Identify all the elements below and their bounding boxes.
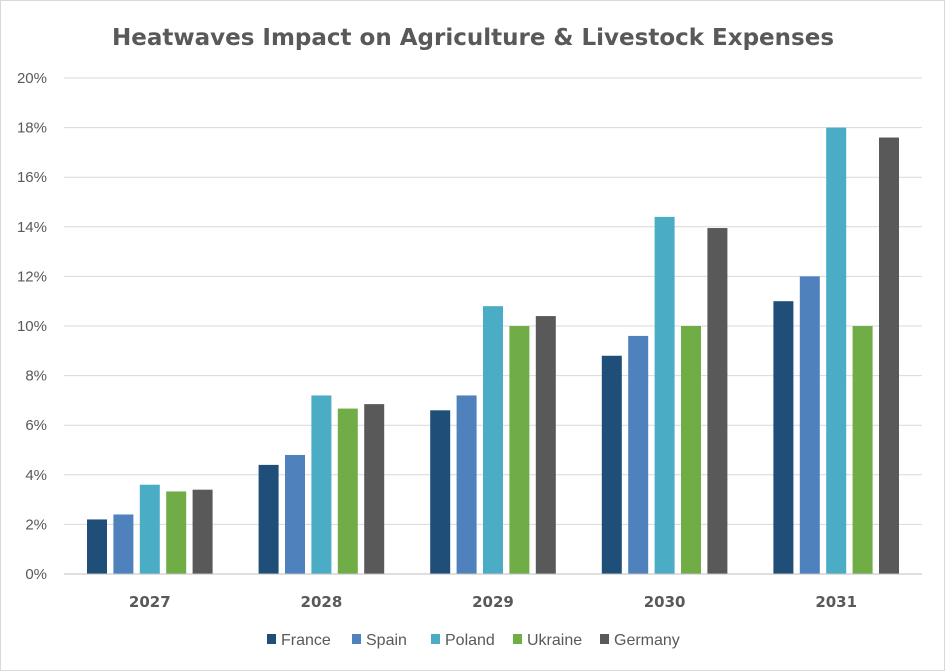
bar-ukraine-2027 bbox=[166, 491, 187, 574]
legend-label-poland: Poland bbox=[445, 632, 495, 649]
y-tick-label: 20% bbox=[17, 70, 47, 87]
y-tick-label: 0% bbox=[25, 566, 47, 583]
legend-label-france: France bbox=[281, 632, 331, 649]
x-tick-label: 2027 bbox=[129, 593, 171, 611]
legend-label-spain: Spain bbox=[366, 632, 407, 649]
bar-spain-2031 bbox=[799, 276, 820, 574]
bar-ukraine-2031 bbox=[852, 326, 873, 574]
y-tick-label: 10% bbox=[17, 318, 47, 335]
bar-poland-2027 bbox=[139, 484, 160, 574]
x-tick-label: 2030 bbox=[644, 593, 686, 611]
chart-title: Heatwaves Impact on Agriculture & Livest… bbox=[112, 25, 834, 51]
bar-poland-2030 bbox=[654, 216, 675, 574]
bar-germany-2027 bbox=[192, 489, 213, 574]
bar-france-2031 bbox=[773, 301, 794, 574]
bar-poland-2028 bbox=[311, 395, 332, 574]
bar-france-2028 bbox=[258, 464, 279, 574]
x-tick-label: 2031 bbox=[815, 593, 857, 611]
x-axis: 2027 2028 2029 2030 2031 bbox=[64, 573, 922, 611]
x-tick-label: 2028 bbox=[301, 593, 343, 611]
bar-ukraine-2030 bbox=[681, 326, 701, 574]
y-axis: 0% 2% 4% 6% 8% 10% 12% 14% 16% 18% 20% bbox=[17, 70, 47, 583]
x-tick-label: 2029 bbox=[472, 593, 514, 611]
legend-swatch-france bbox=[267, 634, 276, 644]
bar-spain-2029 bbox=[456, 395, 477, 574]
legend-label-ukraine: Ukraine bbox=[527, 632, 582, 649]
bar-france-2027 bbox=[87, 519, 107, 574]
bar-france-2030 bbox=[601, 355, 622, 574]
legend-swatch-spain bbox=[352, 634, 361, 644]
bar-poland-2029 bbox=[483, 306, 503, 574]
legend: France Spain Poland Ukraine Germany bbox=[267, 632, 680, 649]
y-tick-label: 18% bbox=[17, 120, 47, 137]
legend-swatch-poland bbox=[431, 634, 440, 644]
bar-spain-2027 bbox=[113, 514, 134, 574]
bar-france-2029 bbox=[430, 410, 451, 574]
bar-germany-2030 bbox=[707, 228, 728, 575]
y-tick-label: 4% bbox=[25, 467, 47, 484]
bar-spain-2030 bbox=[628, 335, 649, 574]
legend-swatch-ukraine bbox=[513, 634, 522, 644]
bar-germany-2028 bbox=[364, 404, 385, 574]
legend-label-germany: Germany bbox=[614, 632, 680, 649]
bar-germany-2029 bbox=[535, 316, 556, 574]
bar-poland-2031 bbox=[826, 127, 847, 574]
y-tick-label: 12% bbox=[17, 268, 47, 285]
y-tick-label: 16% bbox=[17, 169, 47, 186]
y-tick-label: 6% bbox=[25, 417, 47, 434]
y-tick-label: 8% bbox=[25, 368, 47, 385]
bar-germany-2031 bbox=[879, 137, 899, 574]
bar-ukraine-2028 bbox=[337, 408, 358, 574]
y-tick-label: 2% bbox=[25, 516, 47, 533]
legend-swatch-germany bbox=[600, 634, 609, 644]
bar-ukraine-2029 bbox=[509, 326, 530, 574]
bar-spain-2028 bbox=[285, 454, 305, 574]
bars bbox=[87, 127, 899, 575]
y-tick-label: 14% bbox=[17, 219, 47, 236]
